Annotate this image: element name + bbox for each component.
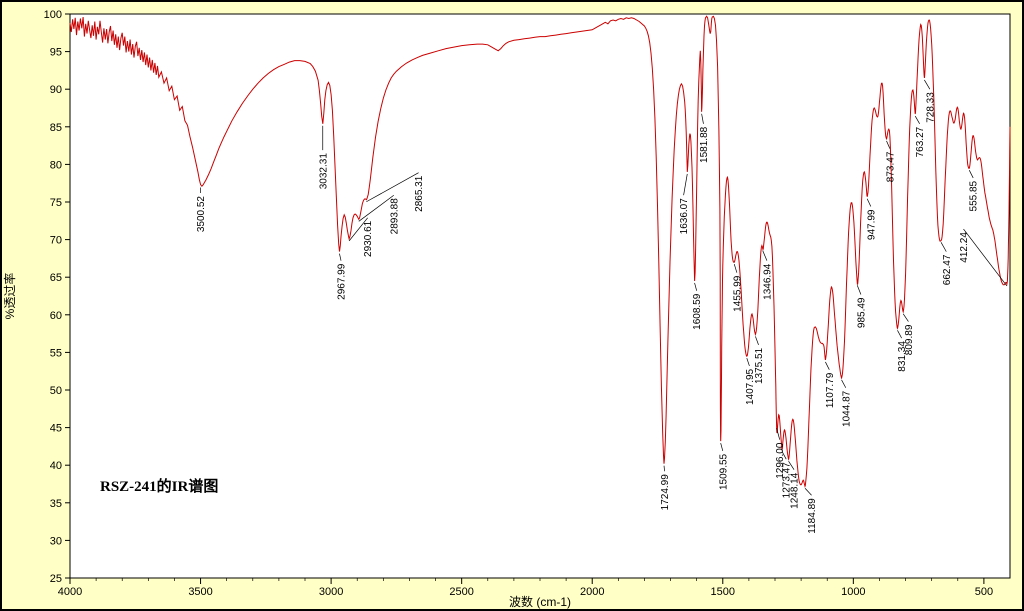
peak-leader-line — [683, 173, 688, 196]
peak-leader-line — [804, 488, 812, 496]
peak-wavenumber-label: 1296.00 — [775, 442, 786, 479]
peak-wavenumber-label: 1455.99 — [732, 275, 743, 312]
peak-leader-line — [762, 250, 768, 261]
peak-wavenumber-label: 763.27 — [915, 126, 926, 157]
peak-leader-line — [781, 451, 787, 460]
x-tick-label: 3500 — [188, 586, 212, 598]
peak-leader-line — [914, 115, 920, 124]
y-axis-title: %透过率 — [2, 273, 17, 320]
y-tick-label: 30 — [50, 535, 62, 547]
peak-wavenumber-label: 831.34 — [897, 341, 908, 372]
peak-leader-line — [358, 194, 394, 222]
peak-wavenumber-label: 1407.95 — [745, 368, 756, 405]
y-tick-label: 85 — [50, 122, 62, 134]
y-tick-label: 90 — [50, 84, 62, 96]
peak-leader-line — [924, 79, 931, 90]
peak-wavenumber-label: 1044.87 — [841, 390, 852, 427]
peak-wavenumber-label: 1724.99 — [660, 474, 671, 511]
y-axis: 100 95 90 85 80 75 70 65 60 55 50 45 40 35 30 25 — [44, 9, 70, 585]
chart-title: RSZ-241的IR谱图 — [100, 477, 218, 495]
peak-wavenumber-label: 1248.14 — [790, 472, 801, 509]
peak-wavenumber-label: 809.89 — [904, 324, 915, 355]
y-tick-label: 60 — [50, 310, 62, 322]
peak-leader-line — [348, 217, 368, 242]
peak-wavenumber-label: 2967.99 — [337, 263, 348, 300]
peak-wavenumber-label: 728.33 — [925, 92, 936, 123]
peak-wavenumber-label: 1581.88 — [699, 126, 710, 163]
peak-leader-line — [963, 228, 1008, 287]
peak-leader-line — [856, 285, 862, 295]
peak-wavenumber-label: 1636.07 — [679, 198, 690, 235]
peak-leader-line — [902, 313, 909, 322]
x-tick-label: 4000 — [58, 586, 82, 598]
peak-wavenumber-label: 1346.94 — [762, 263, 773, 300]
peak-wavenumber-label: 985.49 — [856, 297, 867, 328]
peak-leader-line — [968, 170, 974, 179]
peak-leader-line — [940, 242, 947, 252]
x-tick-label: 1000 — [841, 586, 865, 598]
peak-wavenumber-label: 1608.59 — [692, 293, 703, 330]
y-tick-label: 95 — [50, 47, 62, 59]
y-tick-label: 75 — [50, 197, 62, 209]
x-tick-label: 1500 — [711, 586, 735, 598]
peak-leader-line — [720, 443, 724, 452]
y-tick-label: 65 — [50, 272, 62, 284]
y-tick-label: 55 — [50, 347, 62, 359]
y-tick-label: 100 — [44, 9, 62, 21]
peak-leader-line — [825, 361, 830, 370]
peak-leader-line — [886, 140, 891, 149]
peak-wavenumber-label: 1375.51 — [754, 347, 765, 384]
peak-wavenumber-label: 1184.89 — [807, 498, 818, 534]
peak-wavenumber-label: 3500.52 — [196, 196, 207, 233]
x-tick-label: 2000 — [580, 586, 604, 598]
peak-leader-line — [866, 198, 872, 207]
peak-leader-line — [366, 172, 419, 203]
x-tick-label: 3000 — [319, 586, 343, 598]
peak-wavenumber-label: 3032.31 — [318, 153, 329, 190]
y-tick-label: 70 — [50, 235, 62, 247]
peak-leader-line — [776, 428, 781, 440]
peak-labels: 3500.52 3032.31 2967.99 2930.61 2893.88 2865.… — [196, 79, 1008, 534]
peak-leader-line — [701, 113, 704, 124]
peak-wavenumber-label: 555.85 — [969, 180, 980, 211]
peak-leader-line — [339, 253, 342, 261]
peak-wavenumber-label: 412.24 — [959, 232, 970, 263]
peak-leader-line — [733, 264, 738, 273]
peak-leader-line — [788, 460, 795, 470]
peak-leader-line — [694, 282, 698, 291]
peak-wavenumber-label: 2865.31 — [414, 175, 425, 212]
peak-leader-line — [841, 379, 847, 388]
x-tick-label: 500 — [975, 586, 993, 598]
peak-wavenumber-label: 947.99 — [866, 209, 877, 240]
peak-wavenumber-label: 1107.79 — [825, 372, 836, 408]
peak-leader-line — [755, 336, 759, 346]
spectrum-trace — [69, 15, 1011, 488]
x-axis: 4000 3500 3000 2500 2000 1500 1000 500 — [58, 578, 993, 598]
y-tick-label: 50 — [50, 385, 62, 397]
y-tick-label: 40 — [50, 460, 62, 472]
peak-leader-line — [746, 358, 750, 367]
peak-wavenumber-label: 1509.55 — [718, 453, 729, 490]
y-tick-label: 25 — [50, 573, 62, 585]
y-tick-label: 45 — [50, 423, 62, 435]
peak-wavenumber-label: 1273.47 — [782, 462, 793, 499]
peak-leader-line — [897, 330, 902, 339]
peak-wavenumber-label: 2930.61 — [363, 220, 374, 257]
plot-area — [69, 13, 1011, 579]
x-tick-label: 2500 — [449, 586, 473, 598]
y-tick-label: 80 — [50, 159, 62, 171]
x-axis-title: 波数 (cm-1) — [509, 594, 571, 609]
y-tick-label: 35 — [50, 498, 62, 510]
peak-leader-line — [663, 465, 665, 472]
peak-wavenumber-label: 662.47 — [942, 254, 953, 285]
peak-wavenumber-label: 873.47 — [885, 151, 896, 182]
peak-wavenumber-label: 2893.88 — [389, 198, 400, 235]
